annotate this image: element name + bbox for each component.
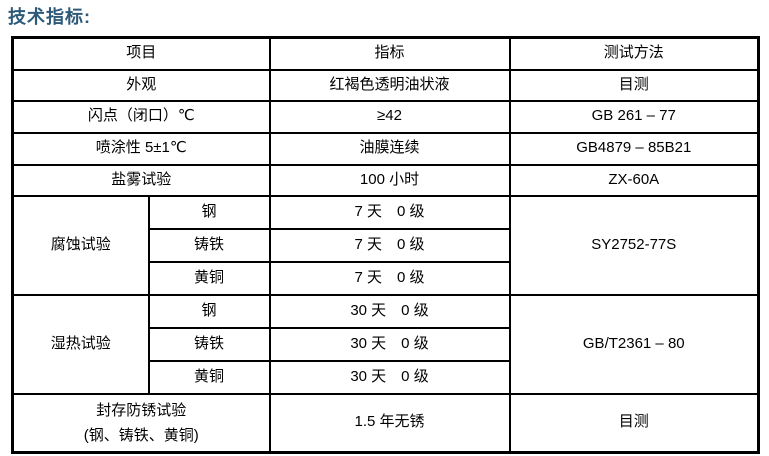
- spec-table: 项目 指标 测试方法 外观 红褐色透明油状液 目测 闪点（闭口）℃ ≥42 GB…: [11, 36, 761, 454]
- table-header-row: 项目 指标 测试方法: [11, 36, 760, 71]
- col-header-method: 测试方法: [508, 36, 760, 71]
- sprayability-item-cell: 喷涂性 5±1℃: [11, 131, 271, 166]
- salt-spray-item-cell: 盐雾试验: [11, 163, 271, 197]
- damp-heat-indicator-brass-cell: 30 天 0 级: [268, 359, 511, 395]
- sealed-rust-method-cell: 目测: [508, 392, 760, 454]
- damp-heat-material-brass-cell: 黄铜: [147, 359, 271, 395]
- flash-point-item-cell: 闪点（闭口）℃: [11, 99, 271, 134]
- table-row-salt-spray: 盐雾试验 100 小时 ZX-60A: [11, 163, 760, 197]
- corrosion-indicator-brass-cell: 7 天 0 级: [268, 260, 511, 296]
- corrosion-material-steel-cell: 钢: [147, 194, 271, 230]
- sealed-rust-item-line2: (钢、铸铁、黄铜): [83, 426, 199, 444]
- damp-heat-material-cast-iron-cell: 铸铁: [147, 326, 271, 362]
- corrosion-method-cell: SY2752-77S: [508, 194, 760, 296]
- damp-heat-indicator-cast-iron-cell: 30 天 0 级: [268, 326, 511, 362]
- sealed-rust-item-line1: 封存防锈试验: [96, 401, 187, 419]
- flash-point-indicator-cell: ≥42: [268, 99, 511, 134]
- sealed-rust-indicator-cell: 1.5 年无锈: [268, 392, 511, 454]
- sprayability-indicator-cell: 油膜连续: [268, 131, 511, 166]
- damp-heat-method-cell: GB/T2361 – 80: [508, 293, 760, 395]
- table-row-damp-heat-cast-iron: 铸铁 30 天 0 级: [13, 326, 759, 362]
- table-row-corrosion-steel: 腐蚀试验 钢 7 天 0 级 SY2752-77S: [11, 194, 760, 296]
- appearance-indicator-cell: 红褐色透明油状液: [268, 68, 511, 102]
- damp-heat-material-steel-cell: 钢: [147, 293, 271, 329]
- sprayability-method-cell: GB4879 – 85B21: [508, 131, 760, 166]
- corrosion-item-cell: 腐蚀试验: [11, 194, 150, 296]
- table-row-corrosion-cast-iron: 铸铁 7 天 0 级: [13, 227, 759, 263]
- col-header-indicator: 指标: [268, 36, 511, 71]
- page-title: 技术指标:: [8, 7, 91, 27]
- salt-spray-indicator-cell: 100 小时: [268, 163, 511, 197]
- flash-point-method-cell: GB 261 – 77: [508, 99, 760, 134]
- table-row-corrosion-brass: 黄铜 7 天 0 级: [13, 260, 759, 296]
- corrosion-material-brass-cell: 黄铜: [147, 260, 271, 296]
- appearance-item-cell: 外观: [11, 68, 271, 102]
- corrosion-material-cast-iron-cell: 铸铁: [147, 227, 271, 263]
- col-header-item: 项目: [11, 36, 271, 71]
- table-row-sealed-rust: 封存防锈试验 (钢、铸铁、黄铜) 1.5 年无锈 目测: [11, 392, 760, 454]
- sealed-rust-item-cell: 封存防锈试验 (钢、铸铁、黄铜): [11, 392, 271, 454]
- appearance-method-cell: 目测: [508, 68, 760, 102]
- table-row-flash-point: 闪点（闭口）℃ ≥42 GB 261 – 77: [11, 99, 760, 134]
- damp-heat-indicator-steel-cell: 30 天 0 级: [268, 293, 511, 329]
- table-row-appearance: 外观 红褐色透明油状液 目测: [11, 68, 760, 102]
- salt-spray-method-cell: ZX-60A: [508, 163, 760, 197]
- corrosion-indicator-cast-iron-cell: 7 天 0 级: [268, 227, 511, 263]
- table-row-damp-heat-steel: 湿热试验 钢 30 天 0 级 GB/T2361 – 80: [11, 293, 760, 395]
- table-row-sprayability: 喷涂性 5±1℃ 油膜连续 GB4879 – 85B21: [11, 131, 760, 166]
- damp-heat-item-cell: 湿热试验: [11, 293, 150, 395]
- table-row-damp-heat-brass: 黄铜 30 天 0 级: [13, 359, 759, 395]
- corrosion-indicator-steel-cell: 7 天 0 级: [268, 194, 511, 230]
